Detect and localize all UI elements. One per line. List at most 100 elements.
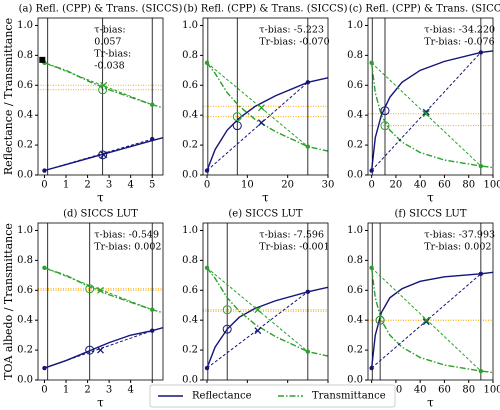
x-tick-label: 100 bbox=[483, 180, 500, 191]
marker-dot bbox=[150, 102, 155, 107]
marker-cross bbox=[100, 81, 108, 89]
axes-frame bbox=[37, 222, 164, 381]
axes-frame bbox=[367, 222, 494, 381]
y-tick-label: 0.6 bbox=[182, 80, 198, 91]
y-tick-label: 0.8 bbox=[17, 255, 33, 266]
annotation: τ-bias: -0.549 bbox=[94, 230, 159, 241]
x-tick-label: 4 bbox=[127, 385, 133, 396]
marker-dot bbox=[42, 365, 47, 371]
series-line bbox=[370, 50, 493, 171]
x-axis-label: τ bbox=[97, 396, 104, 410]
legend-label: Reflectance bbox=[192, 391, 252, 402]
marker-dot bbox=[42, 168, 47, 173]
panel: (a) Refl. (CPP) & Trans. (SICCS) 0 1 2 3 4 5 0.… bbox=[2, 4, 182, 205]
y-tick-label: 0.6 bbox=[347, 285, 363, 296]
y-tick-label: 0.4 bbox=[347, 315, 363, 326]
y-tick-label: 0.0 bbox=[17, 170, 33, 181]
y-axis-label: Reflectance / Transmittance bbox=[2, 18, 15, 175]
axes-frame bbox=[202, 222, 329, 381]
y-tick-label: 1.0 bbox=[347, 20, 363, 31]
y-tick-label: 0.2 bbox=[347, 140, 363, 151]
marker-dot bbox=[305, 349, 311, 354]
y-tick-label: 0.0 bbox=[182, 170, 198, 181]
y-axis-label: TOA albedo / Transmittance bbox=[2, 223, 15, 380]
x-tick-label: 0 bbox=[41, 385, 47, 396]
annotation: Tr-bias: bbox=[94, 49, 131, 60]
marker-cross bbox=[97, 346, 104, 354]
panel: (b) Refl. (CPP) & Trans. (SICCS) 0 10 20 30 0… bbox=[182, 4, 348, 205]
marker-dot bbox=[305, 289, 311, 294]
legend-label: Transmittance bbox=[312, 391, 386, 402]
y-tick-label: 0.0 bbox=[347, 375, 363, 386]
y-tick-label: 0.4 bbox=[17, 315, 33, 326]
x-axis-label: τ bbox=[427, 191, 434, 205]
marker-cross bbox=[422, 110, 430, 118]
panel-title: (f) SICCS LUT bbox=[394, 209, 466, 220]
marker-dot bbox=[369, 365, 374, 371]
annotation: Tr-bias: -0.001 bbox=[259, 242, 329, 253]
x-tick-label: 5 bbox=[149, 180, 155, 191]
x-tick-label: 3 bbox=[106, 385, 112, 396]
marker-dot bbox=[204, 60, 210, 66]
y-tick-label: 0.2 bbox=[17, 140, 33, 151]
x-axis-label: τ bbox=[427, 396, 434, 410]
series-line bbox=[206, 81, 309, 171]
x-tick-label: 20 bbox=[390, 180, 403, 191]
x-tick-label: 20 bbox=[281, 180, 294, 191]
y-tick-label: 0.4 bbox=[347, 110, 363, 121]
marker-cross bbox=[422, 318, 430, 326]
marker-dot bbox=[150, 328, 155, 333]
y-tick-label: 0.4 bbox=[182, 110, 198, 121]
series-line bbox=[206, 286, 328, 369]
y-tick-label: 0.6 bbox=[182, 285, 198, 296]
annotation: Tr-bias: -0.070 bbox=[259, 37, 329, 48]
y-tick-label: 0.2 bbox=[347, 345, 363, 356]
x-tick-label: 4 bbox=[127, 180, 133, 191]
marker-dot bbox=[478, 163, 484, 169]
axes-frame bbox=[367, 17, 494, 176]
marker-cross bbox=[100, 151, 108, 159]
marker-cross bbox=[254, 306, 262, 314]
y-tick-label: 1.0 bbox=[182, 20, 198, 31]
panel-title: (a) Refl. (CPP) & Trans. (SICCS) bbox=[19, 4, 183, 15]
marker-circle bbox=[380, 106, 390, 116]
panel-title: (c) Refl. (CPP) & Trans. (SICCS) bbox=[349, 4, 500, 15]
marker-dot bbox=[204, 168, 210, 173]
y-tick-label: 0.2 bbox=[182, 140, 198, 151]
marker-dot bbox=[204, 265, 210, 271]
series-line bbox=[370, 62, 493, 169]
marker-cross bbox=[258, 119, 265, 127]
y-tick-label: 0.2 bbox=[17, 345, 33, 356]
panel: (c) Refl. (CPP) & Trans. (SICCS) 0 20 40 60 8… bbox=[347, 4, 500, 205]
marker-dot bbox=[305, 80, 311, 85]
marker-cross bbox=[258, 104, 265, 112]
marker-dot bbox=[305, 144, 311, 149]
legend: Reflectance Transmittance bbox=[149, 384, 396, 408]
x-tick-label: 1 bbox=[63, 385, 69, 396]
marker-dot bbox=[150, 307, 155, 312]
y-tick-label: 1.0 bbox=[182, 225, 198, 236]
y-tick-label: 0.8 bbox=[182, 50, 198, 61]
annotation: Tr-bias: 0.002 bbox=[424, 242, 491, 253]
x-axis-label: τ bbox=[262, 191, 269, 205]
series-line bbox=[370, 267, 493, 374]
marker-circle bbox=[98, 150, 108, 160]
x-tick-label: 0 bbox=[41, 180, 47, 191]
y-tick-label: 0.8 bbox=[347, 255, 363, 266]
x-tick-label: 30 bbox=[322, 180, 335, 191]
annotation: τ-bias: -7.596 bbox=[259, 230, 324, 241]
y-tick-label: 0.6 bbox=[17, 285, 33, 296]
marker-dot bbox=[369, 168, 374, 173]
series-line bbox=[44, 330, 153, 369]
panel-title: (b) Refl. (CPP) & Trans. (SICCS) bbox=[183, 4, 347, 15]
annotation: Tr-bias: -0.076 bbox=[424, 37, 494, 48]
marker-dot bbox=[369, 60, 374, 66]
series-line bbox=[206, 77, 328, 171]
x-tick-label: 1 bbox=[63, 180, 69, 191]
y-tick-label: 1.0 bbox=[17, 20, 33, 31]
marker-dot bbox=[42, 265, 47, 271]
axes-frame bbox=[37, 17, 164, 176]
y-tick-label: 0.4 bbox=[182, 315, 198, 326]
plot-area bbox=[203, 18, 328, 175]
